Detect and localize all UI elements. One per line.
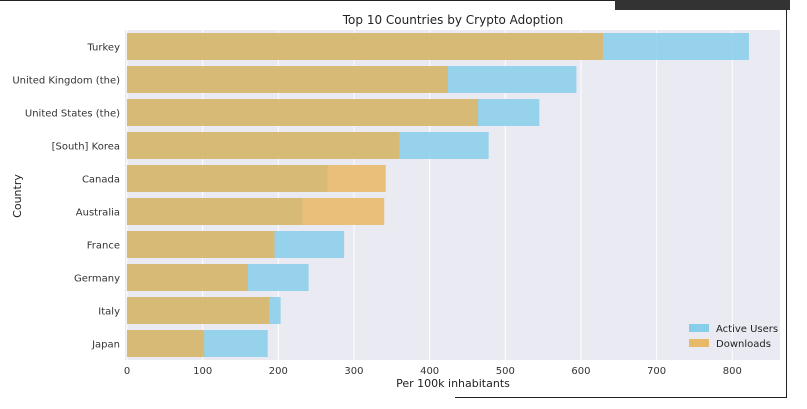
- y-tick-label: France: [87, 241, 120, 252]
- window-frame-right: [786, 10, 787, 398]
- y-tick-label: Australia: [76, 208, 120, 219]
- x-tick-label: 800: [723, 366, 742, 377]
- y-tick-label: [South] Korea: [52, 142, 120, 153]
- x-tick-label: 500: [496, 366, 515, 377]
- x-tick-label: 0: [124, 366, 130, 377]
- y-tick-label: Germany: [74, 274, 120, 285]
- bar-downloads: [127, 297, 270, 324]
- y-tick-label: Canada: [82, 175, 120, 186]
- bar-downloads: [127, 33, 603, 60]
- x-tick-labels: 0 100 200 300 400 500 600 700 800: [124, 366, 742, 377]
- legend-swatch-active-users: [689, 324, 709, 332]
- bar-downloads: [127, 165, 386, 192]
- bars: [127, 33, 749, 357]
- x-tick-label: 600: [571, 366, 590, 377]
- x-tick-label: 100: [193, 366, 212, 377]
- y-tick-label: United Kingdom (the): [12, 76, 120, 87]
- x-axis-label: Per 100k inhabitants: [396, 377, 510, 390]
- y-tick-label: Turkey: [86, 43, 120, 54]
- y-tick-label: United States (the): [25, 109, 120, 120]
- y-axis-label: Country: [11, 174, 24, 218]
- y-tick-label: Italy: [98, 307, 120, 318]
- legend-label-downloads: Downloads: [716, 339, 771, 350]
- x-tick-label: 400: [420, 366, 439, 377]
- window-frame-bottom: [455, 397, 787, 398]
- y-tick-labels: Turkey United Kingdom (the) United States …: [12, 43, 120, 351]
- chart-title: Top 10 Countries by Crypto Adoption: [342, 13, 564, 27]
- bar-downloads: [127, 66, 448, 93]
- bar-downloads: [127, 99, 479, 126]
- x-tick-label: 200: [269, 366, 288, 377]
- legend: Active Users Downloads: [689, 324, 778, 350]
- bar-downloads: [127, 330, 205, 357]
- window-frame-top: [0, 0, 615, 1]
- legend-swatch-downloads: [689, 339, 709, 347]
- x-tick-label: 300: [344, 366, 363, 377]
- bar-downloads: [127, 231, 275, 258]
- legend-label-active-users: Active Users: [716, 324, 778, 335]
- x-tick-label: 700: [647, 366, 666, 377]
- window-titlebar: [615, 0, 790, 10]
- y-tick-label: Japan: [91, 340, 120, 351]
- bar-downloads: [127, 198, 385, 225]
- bar-downloads: [127, 132, 400, 159]
- bar-downloads: [127, 264, 249, 291]
